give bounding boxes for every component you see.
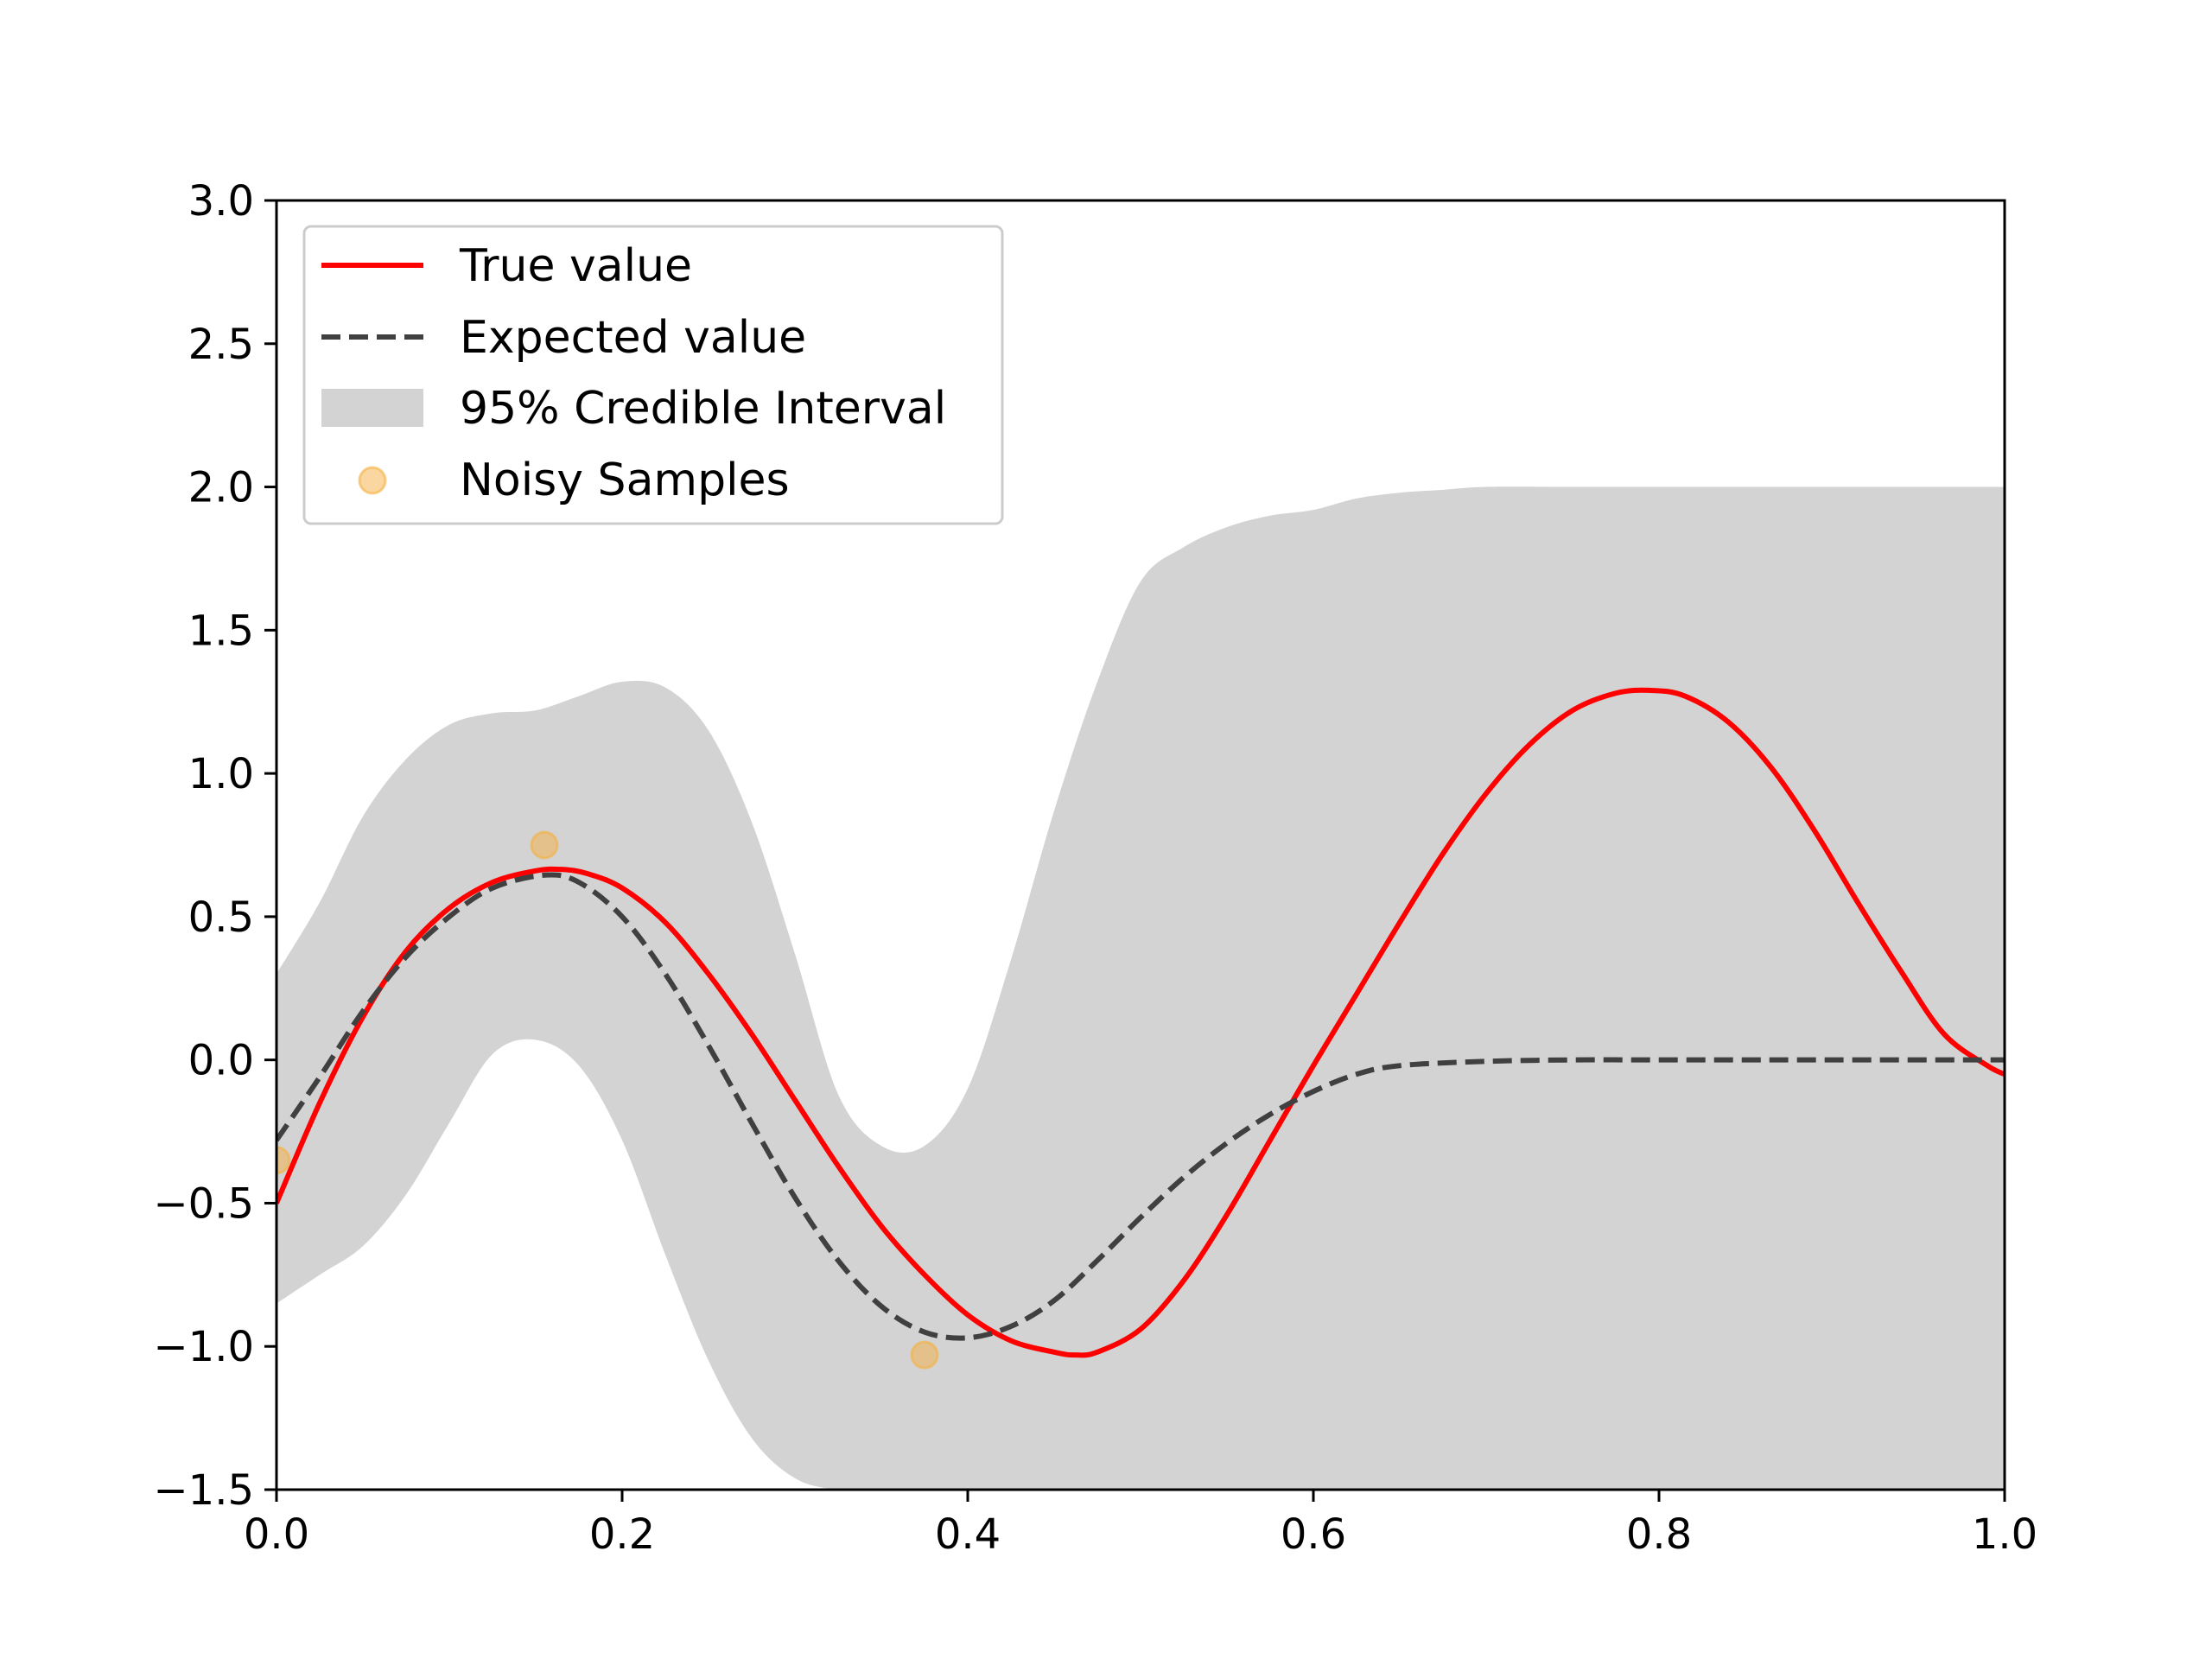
legend-expected-value-label: Expected value [460,312,806,364]
noisy-sample-point-0 [276,1146,291,1175]
y-tick-label: −1.5 [153,1466,254,1515]
plot-area: 0.0 0.2 0.4 0.6 0.8 1.0 −1.5 −1.0 −0.5 0.0 0.5 1.0… [153,177,2037,1559]
y-tick-label: 3.0 [188,177,254,226]
legend-true-value-label: True value [459,240,692,292]
x-tick-label: 1.0 [1972,1510,2037,1559]
legend-noisy-samples-label: Noisy Samples [460,454,790,506]
x-tick-label: 0.6 [1281,1510,1346,1559]
noisy-samples [276,830,939,1370]
x-tick-label: 0.2 [589,1510,655,1559]
legend-frame [302,225,1004,525]
x-tick-label: 0.0 [244,1510,309,1559]
expected-value-line [276,872,2005,1341]
y-tick-label: 1.0 [188,750,254,798]
legend: True value Expected value 95% Credible I… [302,225,1004,525]
true-value-line [276,687,2005,1358]
y-tick-label: 0.0 [188,1037,254,1085]
y-axis: −1.5 −1.0 −0.5 0.0 0.5 1.0 1.5 2.0 2.5 3.0 [153,177,276,1515]
axes-frame [275,199,2006,1491]
x-tick-label: 0.4 [935,1510,1001,1559]
x-tick-label: 0.8 [1626,1510,1692,1559]
y-tick-label: 2.5 [188,321,254,369]
credible-interval-area [276,486,2005,1490]
legend-credible-interval-swatch [321,389,423,427]
y-tick-label: −0.5 [153,1179,254,1228]
x-axis: 0.0 0.2 0.4 0.6 0.8 1.0 [244,1490,2037,1559]
legend-credible-interval-label: 95% Credible Interval [460,383,946,435]
y-tick-label: 0.5 [188,893,254,942]
y-tick-label: 2.0 [188,464,254,512]
legend-noisy-samples-marker [358,466,387,495]
noisy-sample-point-1 [530,830,559,860]
noisy-sample-point-2 [910,1340,939,1370]
y-tick-label: −1.0 [153,1323,254,1371]
y-tick-label: 1.5 [188,607,254,655]
